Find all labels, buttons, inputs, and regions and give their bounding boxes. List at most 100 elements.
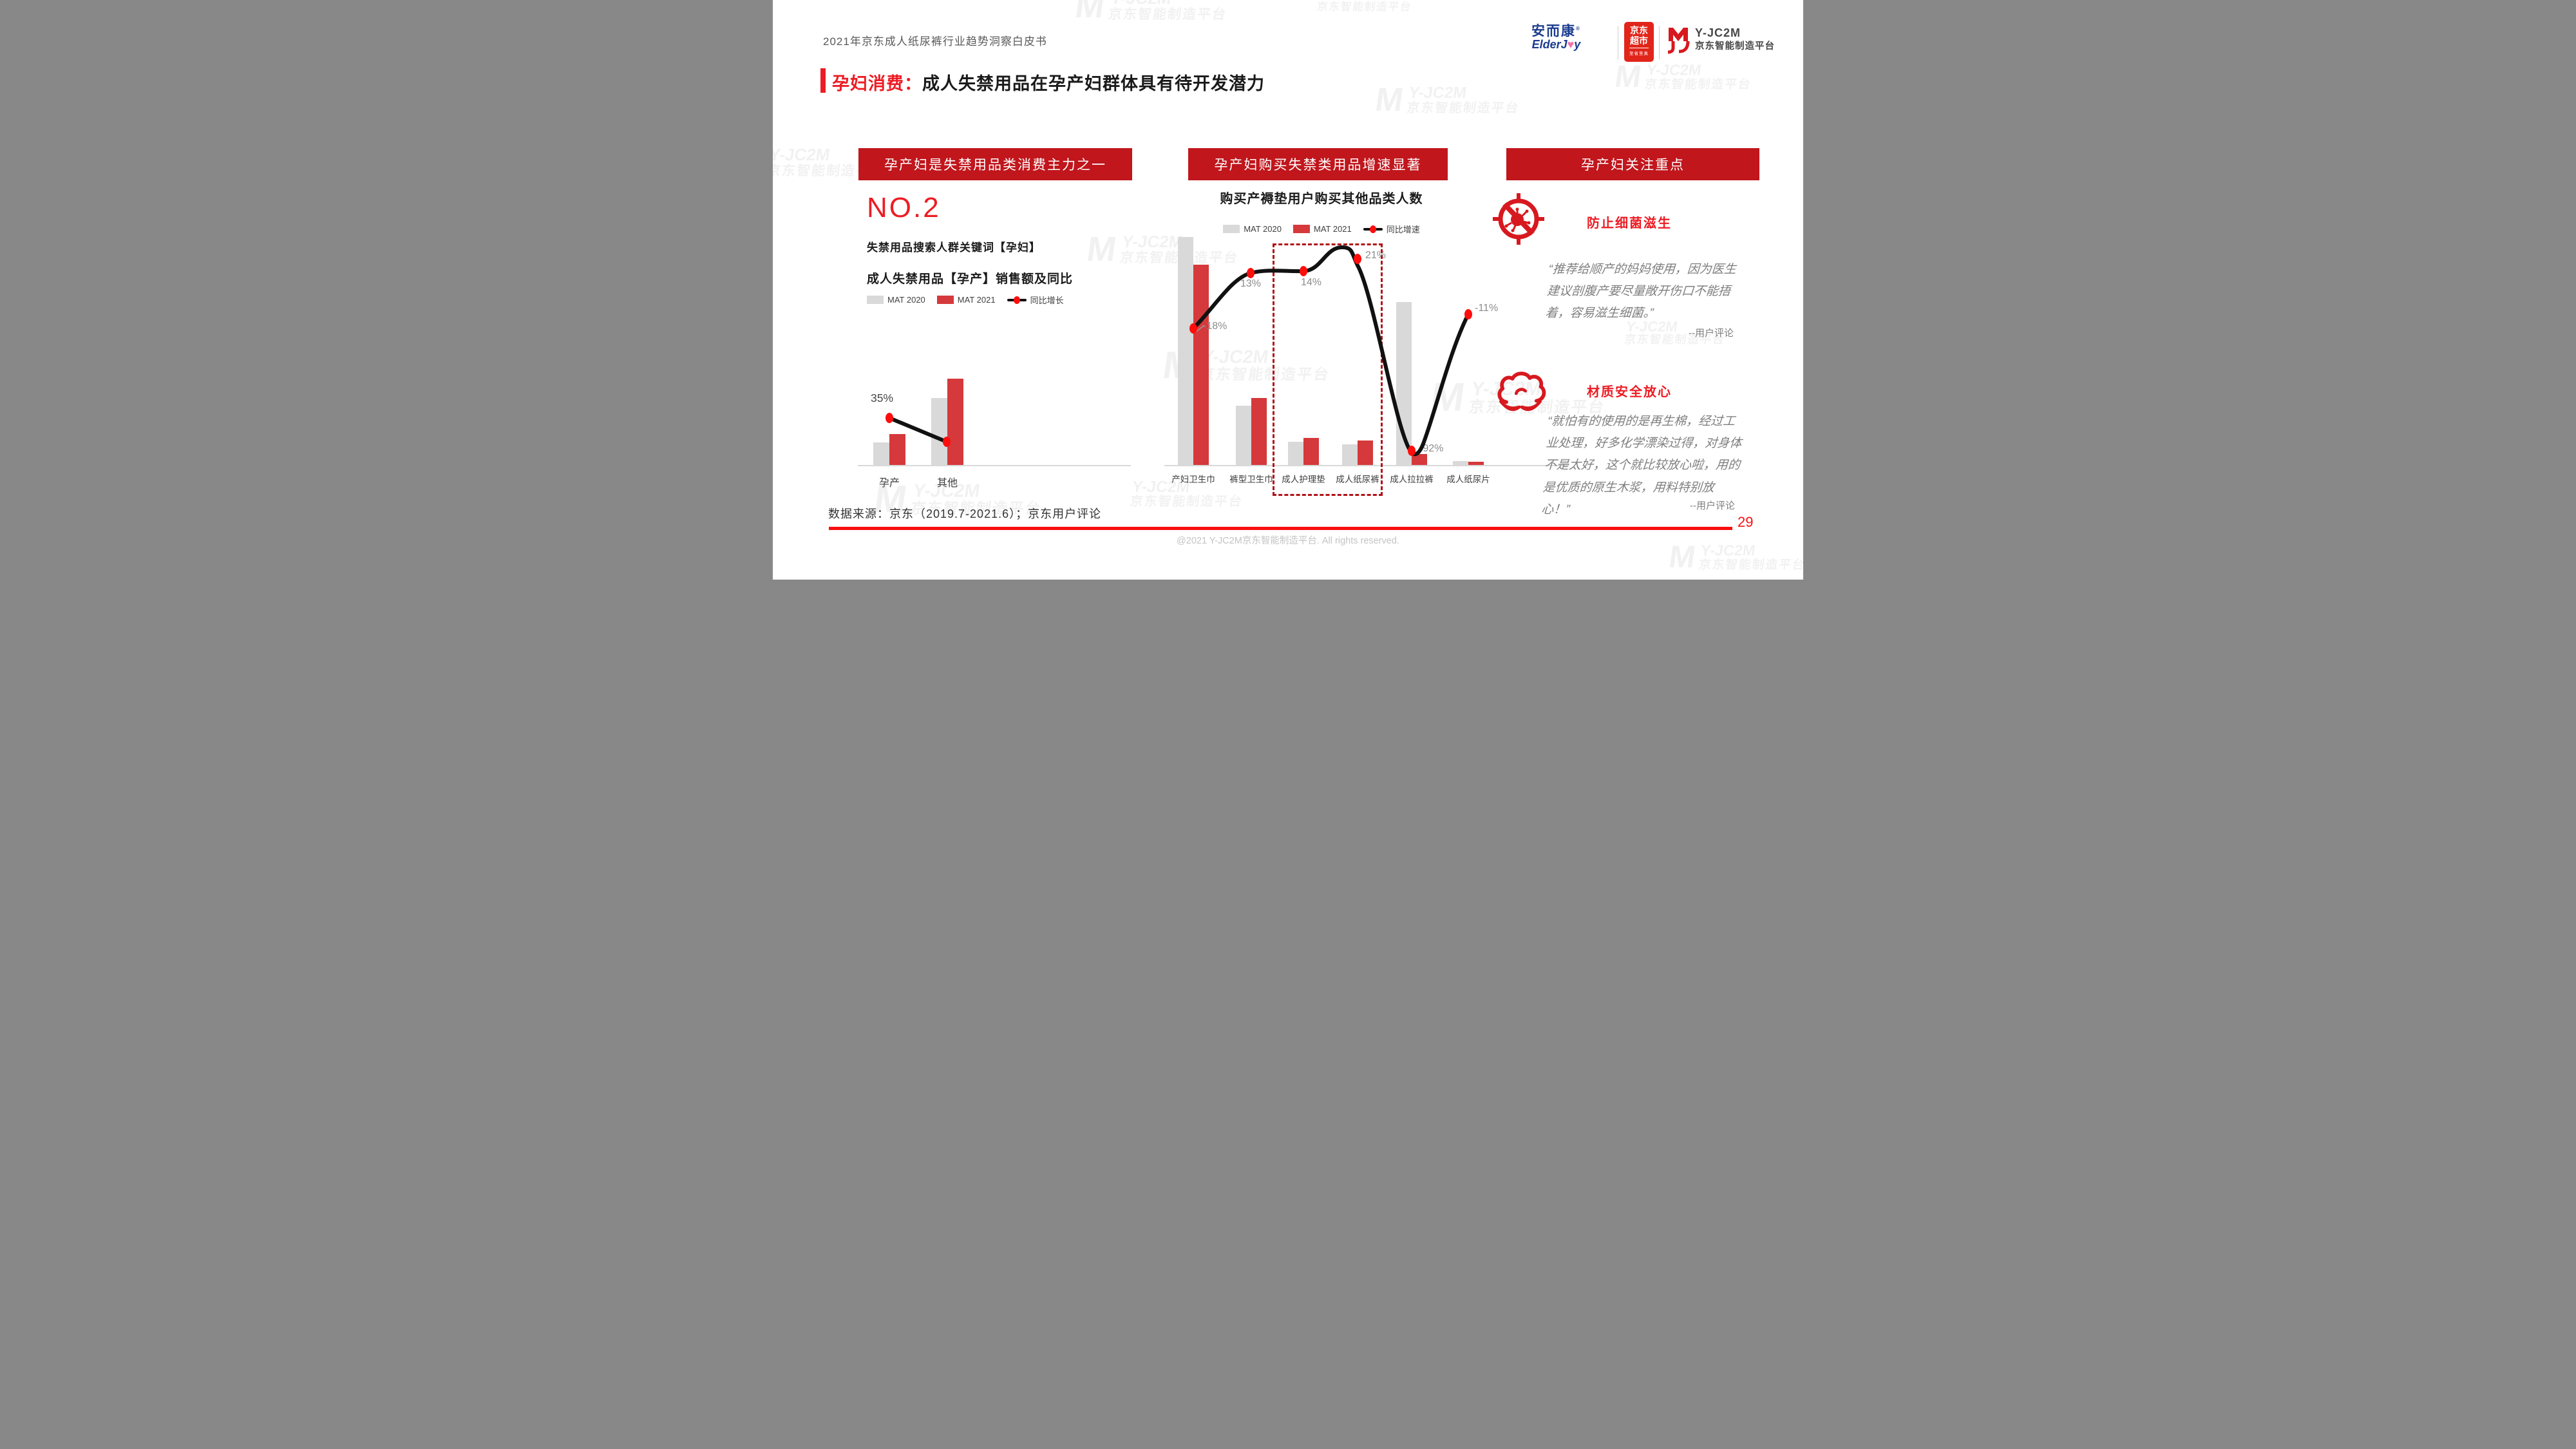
legend-item: MAT 2020	[1223, 224, 1282, 234]
document-title: 2021年京东成人纸尿裤行业趋势洞察白皮书	[823, 35, 1047, 48]
slide-canvas: MY-JC2M京东智能制造平台Y-JC2M京东智能制造平台MY-JC2M京东智能…	[773, 0, 1803, 580]
watermark-m-glyph: M	[1613, 59, 1644, 94]
line-marker-icon	[1363, 225, 1383, 233]
watermark: MY-JC2M京东智能制造平台	[1084, 230, 1242, 269]
category-label: 成人拉拉裤	[1390, 475, 1434, 484]
data-point-dot	[886, 413, 893, 423]
no-bacteria-icon	[1493, 193, 1544, 248]
left-chart-legend: MAT 2020 MAT 2021 同比增长	[867, 294, 1064, 306]
legend-label: MAT 2020	[887, 295, 925, 305]
footer-divider-line	[829, 527, 1732, 530]
elderjoy-cn-text: 安而康®	[1531, 24, 1581, 39]
data-point-dot	[1247, 268, 1255, 278]
legend-item: 同比增长	[1007, 294, 1064, 306]
watermark-sub: 京东智能制造平台	[1405, 100, 1520, 115]
watermark-name: Y-JC2M	[1407, 83, 1468, 102]
point-label: 13%	[1240, 278, 1262, 289]
legend-label: MAT 2020	[1244, 224, 1282, 234]
watermark: MY-JC2M京东智能制造平台	[1072, 0, 1231, 25]
mat2021-swatch	[1293, 225, 1310, 233]
legend-item: MAT 2021	[1293, 224, 1352, 234]
watermark-m-glyph: M	[1428, 375, 1468, 420]
point-label: 35%	[871, 392, 894, 404]
point-label: -92%	[1419, 443, 1444, 454]
right-section1-quote: “推荐给顺产的妈妈使用，因为医生建议剖腹产要尽量敞开伤口不能捂着，容易滋生细菌。…	[1544, 263, 1737, 321]
legend-label: MAT 2021	[957, 295, 996, 305]
highlight-dashed-box	[1273, 243, 1383, 496]
bar-mat2020-产妇卫生巾	[1178, 237, 1193, 465]
watermark-sub: 京东智能制造平台	[1107, 6, 1228, 22]
category-label: 孕产	[878, 478, 900, 489]
elderjoy-en-text: ElderJ♥y	[1531, 38, 1581, 52]
yjc2m-m-icon	[1665, 23, 1691, 59]
bar-mat2020-成人纸尿片	[1453, 461, 1468, 465]
banner-middle: 孕产妇购买失禁类用品增速显著	[1188, 148, 1448, 180]
yjc2m-logo-text: Y-JC2M 京东智能制造平台	[1695, 26, 1775, 52]
right-section2-title: 材质安全放心	[1587, 385, 1672, 399]
bar-mat2021-其他	[947, 379, 963, 465]
watermark-text: Y-JC2M京东智能制造平台	[1108, 0, 1231, 22]
right-section1-attribution: --用户评论	[1689, 328, 1734, 339]
category-label: 成人纸尿裤	[1336, 475, 1379, 484]
data-source-note: 数据来源：京东（2019.7-2021.6）；京东用户评论	[828, 507, 1102, 520]
mat2021-swatch	[936, 296, 954, 304]
jd-supermarket-logo: 京东 超市 至省至真	[1624, 22, 1654, 62]
bar-mat2021-产妇卫生巾	[1193, 265, 1209, 465]
point-label: -18%	[1203, 321, 1227, 332]
copyright-note: @2021 Y-JC2M京东智能制造平台. All rights reserve…	[1177, 536, 1399, 546]
legend-label: MAT 2021	[1313, 224, 1352, 234]
left-chart-title: 成人失禁用品【孕产】销售额及同比	[867, 272, 1074, 286]
middle-chart-title: 购买产褥垫用户购买其他品类人数	[1220, 192, 1423, 206]
category-label: 成人护理垫	[1282, 475, 1325, 484]
data-point-dot	[1464, 309, 1472, 319]
watermark-name: Y-JC2M	[1645, 61, 1703, 79]
category-label: 产妇卫生巾	[1171, 475, 1215, 484]
banner-right: 孕产妇关注重点	[1506, 148, 1759, 180]
banner-left: 孕产妇是失禁用品类消费主力之一	[858, 148, 1132, 180]
line-marker-icon	[1007, 296, 1027, 304]
heart-icon: ♥	[1567, 38, 1575, 52]
right-section1-title: 防止细菌滋生	[1587, 216, 1672, 231]
bar-mat2020-裤型卫生巾	[1236, 406, 1251, 465]
bar-mat2021-成人纸尿片	[1468, 462, 1484, 465]
right-section2-attribution: --用户评论	[1690, 500, 1735, 511]
chart-baseline-preg_sales	[858, 465, 1131, 466]
watermark-sub: 京东智能制造平台	[1129, 495, 1244, 509]
logo-divider	[1659, 26, 1660, 59]
bar-mat2021-孕产	[889, 434, 905, 465]
watermark-m-glyph: M	[1072, 0, 1108, 25]
point-label: 21%	[1365, 250, 1387, 261]
watermark-name: Y-JC2M	[1318, 0, 1414, 2]
legend-item: 同比增速	[1363, 223, 1420, 235]
legend-item: MAT 2021	[936, 295, 996, 305]
bar-mat2020-其他	[931, 398, 947, 465]
category-label: 成人纸尿片	[1446, 475, 1490, 484]
rank-number: NO.2	[867, 192, 941, 223]
page-number: 29	[1738, 514, 1754, 530]
page-title: 孕妇消费：成人失禁用品在孕产妇群体具有待开发潜力	[832, 74, 1265, 93]
watermark-m-glyph: M	[1084, 230, 1119, 269]
chart-baseline-cross_category	[1164, 465, 1569, 466]
bar-mat2021-成人拉拉裤	[1412, 454, 1427, 465]
category-label: 裤型卫生巾	[1229, 475, 1273, 484]
point-label: 14%	[1301, 277, 1322, 288]
watermark-sub: 京东智能制造平台	[1316, 1, 1413, 14]
mat2020-swatch	[867, 296, 884, 304]
point-label: -11%	[1475, 303, 1499, 314]
middle-chart-legend: MAT 2020 MAT 2021 同比增速	[1175, 223, 1468, 235]
watermark: Y-JC2M京东智能制造平台	[1316, 0, 1415, 13]
watermark-name: Y-JC2M	[1110, 0, 1231, 8]
legend-label: 同比增速	[1386, 225, 1420, 234]
watermark-sub: 京东智能制造平台	[1698, 558, 1803, 572]
elderjoy-logo: 安而康® ElderJ♥y	[1531, 24, 1581, 51]
bar-mat2020-孕产	[873, 442, 889, 465]
watermark-m-glyph: M	[1372, 81, 1406, 118]
bar-mat2020-成人拉拉裤	[1396, 302, 1412, 465]
heading-accent-bar	[820, 68, 826, 93]
bar-mat2021-裤型卫生巾	[1251, 398, 1267, 465]
